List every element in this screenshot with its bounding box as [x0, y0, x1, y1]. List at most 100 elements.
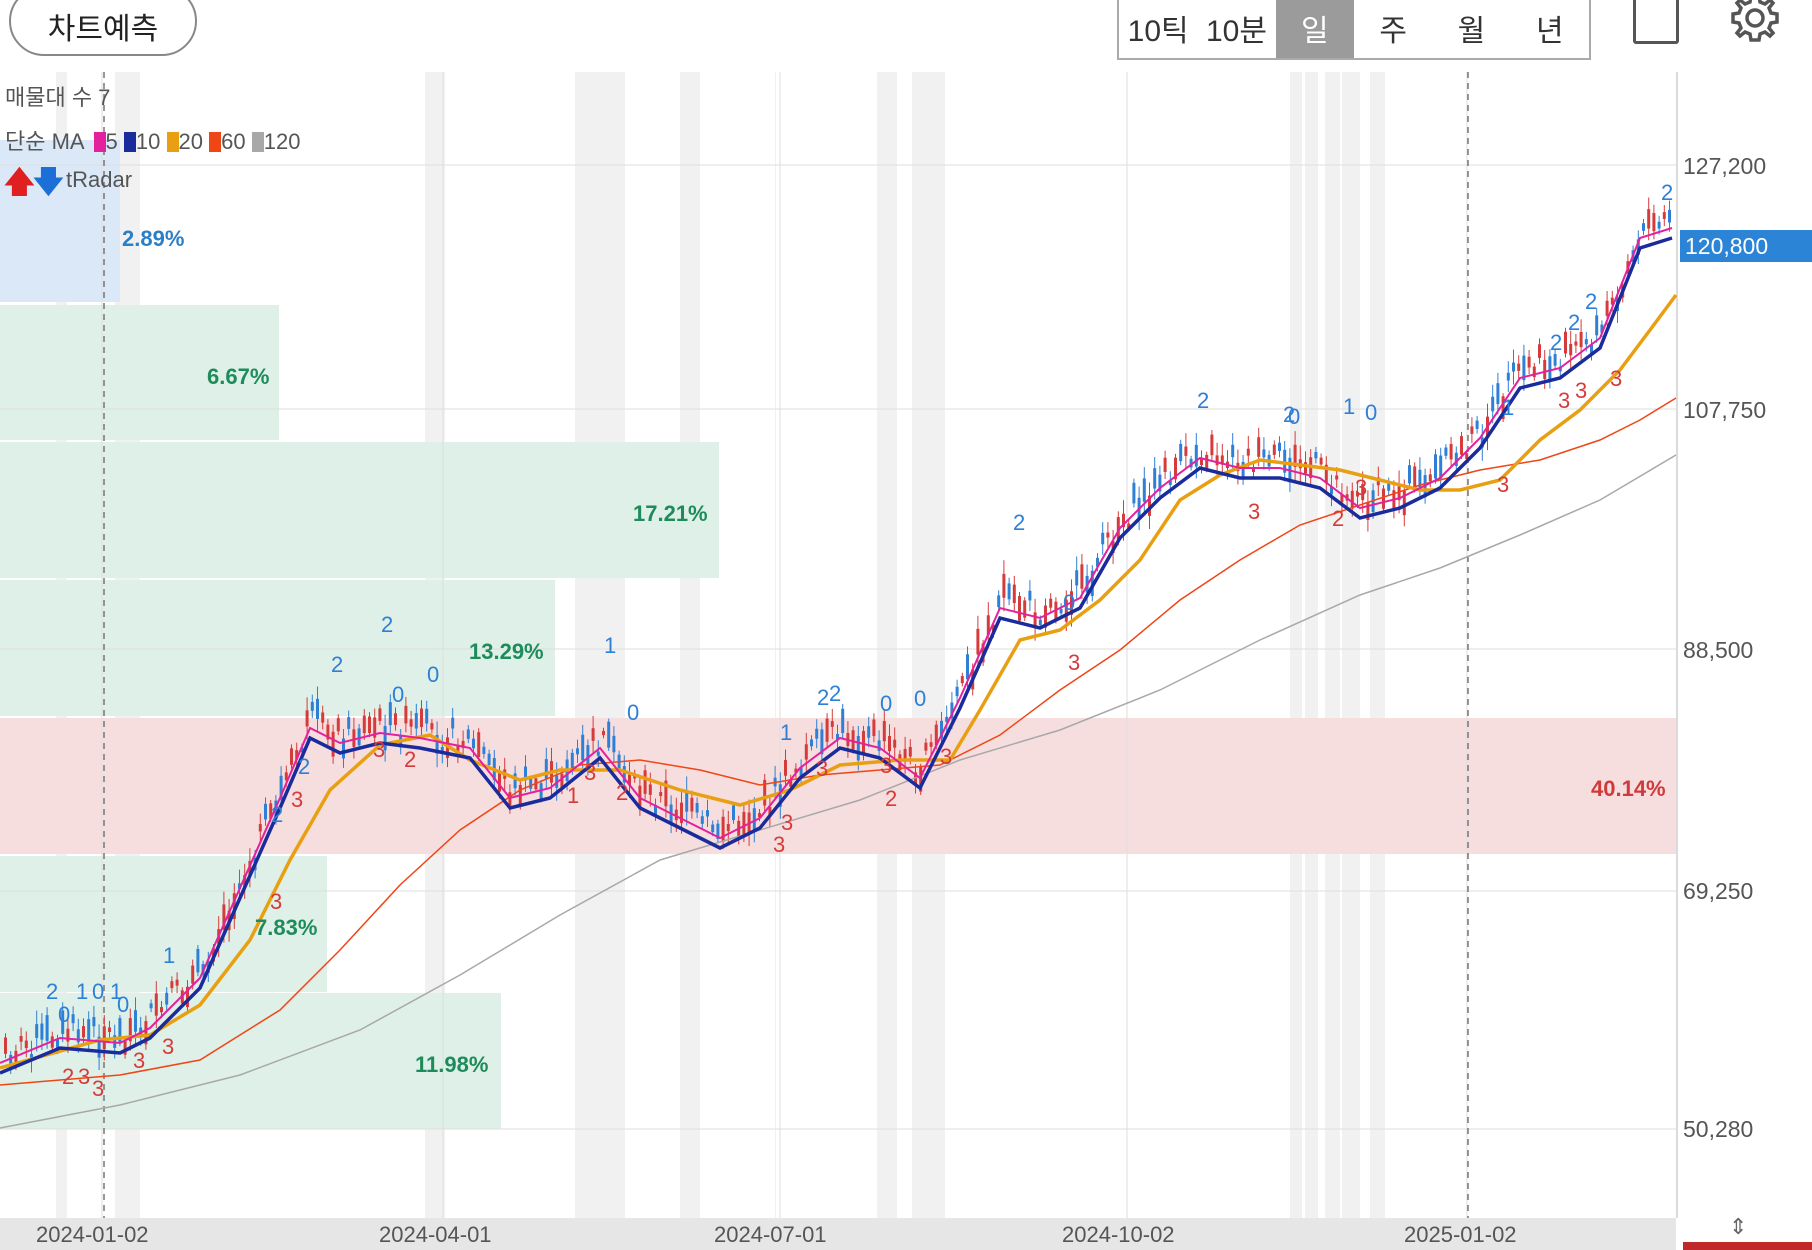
y-tick-2: 107,750	[1683, 397, 1767, 423]
candle-body	[1465, 453, 1469, 460]
period-selector: 10틱 10분 일 주 월 년	[1117, 0, 1591, 60]
shaded-band	[877, 72, 897, 1218]
candle-body	[607, 721, 611, 748]
candle-body	[1428, 474, 1432, 482]
ma5-line	[0, 227, 1673, 1064]
candle-body	[628, 774, 631, 786]
tab-week[interactable]: 주	[1379, 15, 1407, 48]
candle-body	[165, 992, 169, 1005]
candle-body	[1595, 315, 1599, 336]
tab-month[interactable]: 월	[1457, 15, 1486, 48]
candle-body	[123, 1041, 127, 1055]
candle-body	[404, 705, 408, 724]
candle-body	[300, 747, 304, 752]
candle-body	[336, 718, 340, 732]
candle-body	[420, 708, 423, 728]
candle-body	[602, 730, 605, 736]
signal-marker-red: 3	[781, 810, 793, 835]
ma60-swatch	[209, 132, 222, 152]
candle-body	[1319, 457, 1323, 465]
candle-body	[45, 1015, 49, 1041]
ma20-label: 20	[178, 129, 203, 154]
gear-icon[interactable]	[1727, 0, 1783, 46]
top-toolbar: 차트예측 10틱 10분 일 주 월 년	[0, 0, 1812, 72]
x-axis-bar[interactable]	[0, 1218, 1676, 1250]
tab-day[interactable]: 일	[1275, 0, 1354, 58]
candle-body	[284, 772, 288, 781]
axis-drag-handle-icon[interactable]: ⇕	[1729, 1214, 1748, 1239]
candle-body	[1262, 449, 1266, 458]
candle-body	[1600, 324, 1604, 333]
candle-body	[160, 1007, 163, 1013]
candle-body	[851, 730, 855, 750]
candle-body	[955, 686, 959, 697]
candle-body	[466, 729, 470, 739]
tab-10min[interactable]: 10분	[1206, 15, 1267, 48]
candle-body	[1304, 462, 1307, 474]
volume-zone-bar	[0, 442, 719, 578]
volume-zone-bar	[0, 993, 501, 1129]
candle-body	[461, 740, 465, 749]
signal-marker-blue: 2	[331, 652, 343, 677]
candle-body	[830, 721, 834, 727]
candle-body	[1361, 484, 1365, 501]
volume-profile	[0, 140, 1676, 1129]
candle-body	[1132, 482, 1136, 504]
candle-body	[570, 752, 574, 771]
ma5-swatch	[93, 132, 106, 152]
candle-body	[154, 993, 158, 1016]
chart-predict-button[interactable]: 차트예측	[9, 0, 197, 56]
candle-body	[648, 784, 652, 795]
signal-marker-blue: 2	[381, 612, 393, 637]
candle-body	[222, 904, 226, 930]
candle-body	[810, 739, 813, 747]
volume-zone-bar	[0, 305, 279, 440]
signal-marker-red: 3	[1575, 378, 1587, 403]
signal-marker-red: 3	[133, 1048, 145, 1073]
candle-body	[1179, 443, 1183, 462]
candle-body	[1522, 355, 1526, 381]
tab-year[interactable]: 년	[1536, 15, 1564, 48]
candle-body	[24, 1040, 28, 1049]
candle-body	[997, 595, 1001, 608]
candle-body	[690, 797, 694, 812]
signal-marker-blue: 0	[627, 700, 639, 725]
candle-body	[409, 719, 413, 727]
candle-body	[804, 744, 808, 760]
candle-body	[1174, 457, 1177, 480]
volume-zone-bar	[0, 140, 120, 302]
candle-body	[524, 766, 527, 781]
signal-marker-red: 1	[567, 783, 579, 808]
candle-body	[794, 768, 798, 773]
tradar-label[interactable]: tRadar	[66, 167, 133, 192]
candle-body	[560, 773, 564, 787]
candle-body	[1101, 532, 1105, 545]
candle-body	[451, 717, 455, 729]
tab-10tick[interactable]: 10틱	[1127, 15, 1189, 48]
candle-body	[1044, 605, 1047, 628]
vp-pct-3: 17.21%	[633, 501, 708, 526]
candle-body	[310, 701, 314, 711]
candle-body	[1168, 480, 1172, 485]
candle-body	[1382, 488, 1385, 509]
signal-marker-blue: 2	[1283, 402, 1295, 427]
signal-marker-blue: 2	[817, 685, 829, 710]
candle-body	[232, 893, 236, 919]
candle-body	[1075, 570, 1079, 586]
candle-body	[856, 735, 860, 761]
shaded-band	[1290, 72, 1302, 1218]
candle-body	[976, 628, 980, 655]
candle-body	[841, 708, 845, 734]
ma-legend[interactable]: 단순 MA 5 10 20 60 120	[5, 124, 300, 156]
signal-marker-blue: 2	[1661, 180, 1673, 205]
candle-body	[1501, 396, 1505, 420]
candle-body	[768, 807, 772, 818]
candle-body	[383, 726, 387, 751]
fullscreen-toggle-button[interactable]	[1633, 0, 1679, 44]
candle-body	[414, 713, 418, 729]
signal-marker-red: 3	[373, 737, 385, 762]
candle-body	[763, 779, 767, 806]
candle-body	[1647, 209, 1651, 229]
ma10-label: 10	[135, 129, 161, 154]
